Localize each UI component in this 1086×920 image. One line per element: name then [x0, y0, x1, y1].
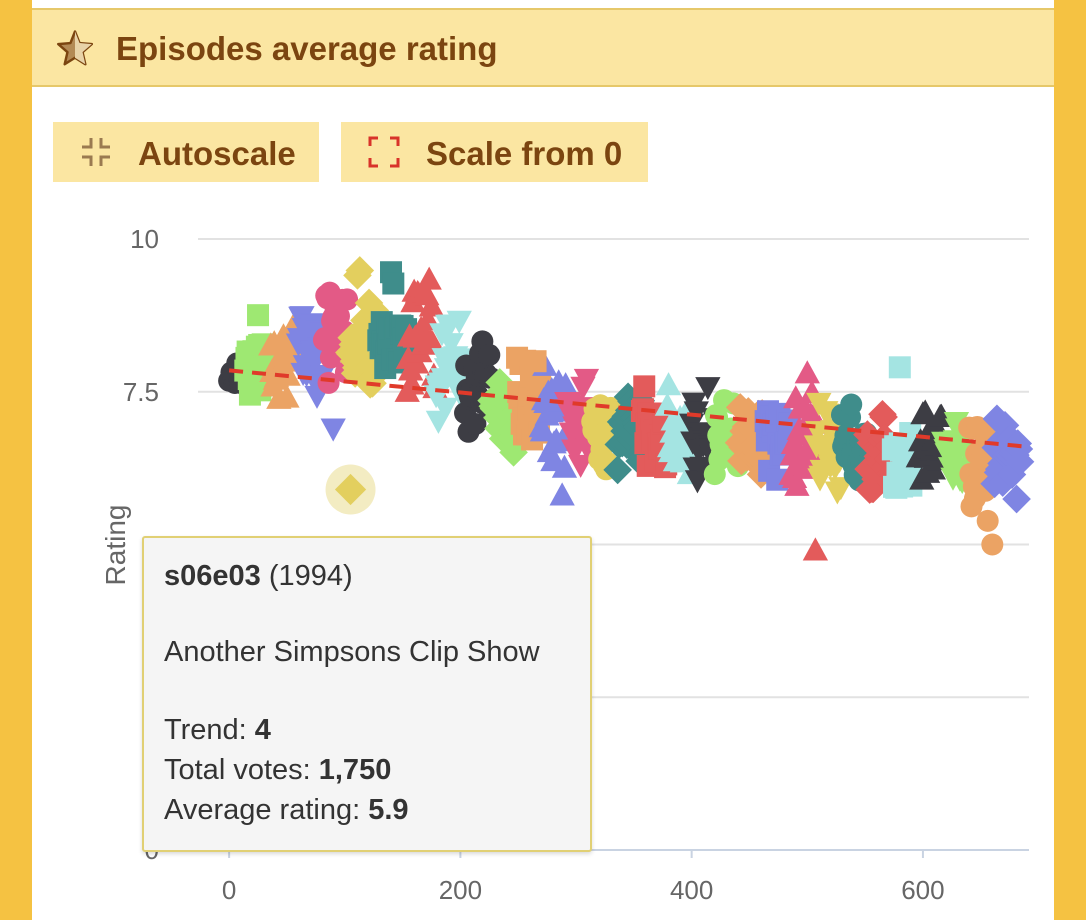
- expand-icon: [368, 136, 400, 168]
- data-point[interactable]: [524, 350, 547, 373]
- point-tooltip: s06e03 (1994) Another Simpsons Clip Show…: [142, 536, 592, 852]
- data-point[interactable]: [345, 256, 375, 285]
- data-point[interactable]: [655, 372, 682, 396]
- data-point[interactable]: [432, 397, 459, 421]
- x-tick-label: 400: [670, 875, 713, 905]
- data-point[interactable]: [888, 356, 911, 379]
- tooltip-votes-row: Total votes: 1,750: [164, 754, 391, 787]
- data-point[interactable]: [320, 418, 346, 442]
- data-point[interactable]: [573, 368, 600, 392]
- x-tick-label: 200: [439, 875, 482, 905]
- data-point[interactable]: [802, 537, 829, 561]
- tooltip-rating-row: Average rating: 5.9: [164, 794, 409, 827]
- data-point[interactable]: [549, 482, 575, 506]
- data-point[interactable]: [529, 418, 556, 442]
- tooltip-episode-row: s06e03 (1994): [164, 560, 353, 593]
- data-point[interactable]: [988, 468, 1018, 497]
- data-point[interactable]: [419, 330, 446, 354]
- data-point[interactable]: [499, 438, 528, 467]
- data-point[interactable]: [840, 393, 863, 416]
- x-tick-label: 600: [901, 875, 944, 905]
- y-axis-label: Rating: [100, 505, 131, 586]
- data-point[interactable]: [794, 360, 820, 384]
- data-point[interactable]: [695, 377, 721, 401]
- data-point[interactable]: [416, 266, 442, 290]
- data-point[interactable]: [1005, 447, 1035, 477]
- data-point[interactable]: [551, 454, 578, 478]
- star-icon: [56, 30, 94, 66]
- data-point[interactable]: [350, 306, 379, 335]
- card-title: Episodes average rating: [116, 30, 498, 67]
- tooltip-year: (1994): [268, 560, 353, 592]
- tooltip-rating-value: 5.9: [368, 794, 409, 826]
- tooltip-rating-label: Average rating:: [164, 794, 369, 826]
- data-point[interactable]: [446, 310, 472, 334]
- data-point[interactable]: [568, 454, 594, 478]
- data-point[interactable]: [347, 344, 377, 374]
- data-point[interactable]: [633, 375, 656, 398]
- data-point[interactable]: [464, 413, 487, 436]
- tooltip-title: Another Simpsons Clip Show: [164, 636, 540, 668]
- autoscale-button[interactable]: Autoscale: [53, 122, 319, 182]
- data-point[interactable]: [784, 472, 810, 496]
- y-tick-label: 7.5: [123, 377, 159, 407]
- x-tick-label: 0: [222, 875, 236, 905]
- data-point[interactable]: [603, 455, 632, 485]
- data-point[interactable]: [1002, 484, 1031, 514]
- tooltip-episode: s06e03: [164, 560, 269, 592]
- data-point[interactable]: [336, 288, 359, 311]
- tooltip-trend-value: 4: [254, 714, 271, 746]
- trend-line: [228, 368, 1028, 449]
- data-point[interactable]: [981, 533, 1004, 556]
- scale-from-zero-label: Scale from 0: [426, 135, 623, 172]
- tooltip-votes-label: Total votes:: [164, 754, 319, 786]
- data-point[interactable]: [382, 272, 405, 295]
- data-point[interactable]: [683, 401, 709, 425]
- card-header: Episodes average rating: [32, 8, 1054, 87]
- data-point[interactable]: [869, 402, 898, 432]
- chart-card: Episodes average rating Autoscale Scale …: [32, 0, 1054, 920]
- data-point[interactable]: [247, 304, 270, 327]
- data-point[interactable]: [438, 333, 464, 357]
- data-point[interactable]: [552, 372, 579, 396]
- tooltip-votes-value: 1,750: [318, 754, 392, 786]
- data-point[interactable]: [418, 293, 445, 317]
- data-point[interactable]: [478, 343, 501, 366]
- data-point[interactable]: [766, 468, 789, 491]
- y-tick-label: 10: [130, 224, 159, 254]
- data-point[interactable]: [274, 384, 300, 408]
- data-point[interactable]: [976, 509, 999, 532]
- collapse-icon: [82, 138, 110, 166]
- tooltip-trend-row: Trend: 4: [164, 714, 271, 747]
- tooltip-trend-label: Trend:: [164, 714, 255, 746]
- autoscale-label: Autoscale: [138, 135, 296, 172]
- scale-from-zero-button[interactable]: Scale from 0: [341, 122, 648, 182]
- highlighted-data-point[interactable]: [334, 473, 367, 506]
- data-point[interactable]: [689, 456, 715, 480]
